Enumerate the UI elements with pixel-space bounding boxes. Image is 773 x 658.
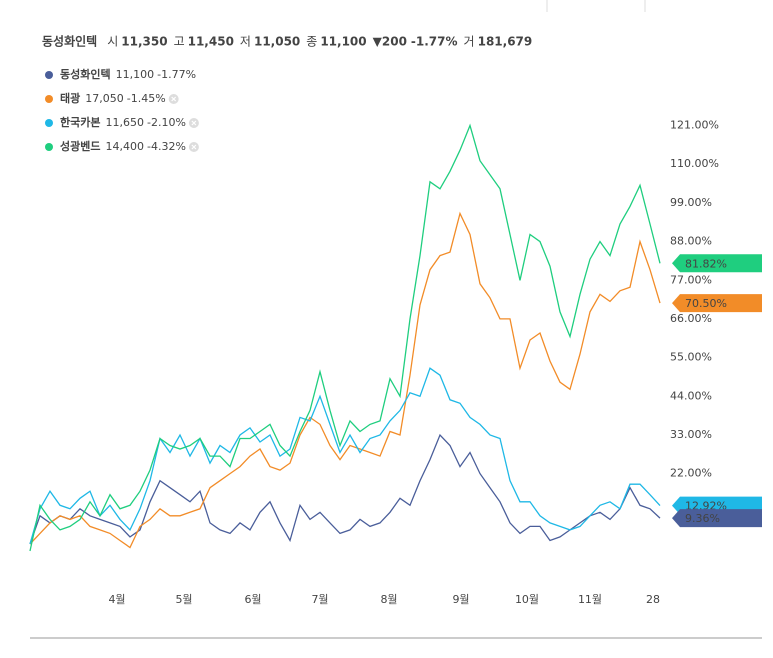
line: [29, 367, 661, 545]
legend-change: -1.77%: [157, 68, 196, 81]
field-value: 11,100: [320, 35, 366, 49]
y-tick-label: 77.00%: [670, 273, 712, 286]
legend-price: 11,100: [116, 68, 155, 81]
y-tick-label: 33.00%: [670, 428, 712, 441]
x-tick-label: 9월: [452, 593, 469, 606]
last-value-box: [672, 294, 762, 313]
y-tick-label: 121.00%: [670, 119, 719, 132]
field-value: 11,050: [254, 35, 300, 49]
legend-change: -4.32%: [147, 140, 186, 153]
x-tick-label: 5월: [175, 593, 192, 606]
legend: 동성화인텍 11,100 -1.77% 태광 17,050 -1.45% 한국카본 11,65…: [45, 67, 199, 153]
last-value-label: 70.50%: [685, 297, 727, 310]
legend-dot: [45, 71, 53, 79]
legend-name: 태광: [60, 91, 80, 105]
y-tick-label: 66.00%: [670, 312, 712, 325]
legend-name: 동성화인텍: [60, 67, 111, 81]
x-tick-label: 28: [646, 593, 660, 606]
field-label: 저: [240, 35, 251, 49]
legend-price: 11,650: [105, 116, 144, 129]
quote-header: 동성화인텍 시 11,350 고 11,450 저 11,050 종 11,100 ▼200 -1.…: [42, 34, 532, 49]
plot: 22.00% 33.00% 44.00% 55.00% 66.00% 77.00% 88.0…: [29, 119, 762, 606]
y-tick-label: 22.00%: [670, 467, 712, 480]
line: [29, 433, 661, 545]
x-tick-label: 7월: [311, 593, 328, 606]
legend-name: 한국카본: [60, 115, 100, 129]
y-tick-label: 99.00%: [670, 196, 712, 209]
legend-price: 14,400: [105, 140, 144, 153]
volume: 181,679: [478, 35, 533, 49]
legend-change: -1.45%: [127, 92, 166, 105]
legend-dot: [45, 95, 53, 103]
field-label: 거: [464, 35, 475, 49]
last-value-label: 9.36%: [685, 512, 720, 525]
legend-dot: [45, 143, 53, 151]
y-tick-label: 88.00%: [670, 235, 712, 248]
stock-name: 동성화인텍: [42, 34, 97, 49]
field-value: 11,350: [121, 35, 167, 49]
field-label: 시: [107, 35, 118, 49]
remove-icon: [171, 96, 177, 102]
remove-icon: [191, 120, 197, 126]
y-tick-label: 110.00%: [670, 157, 719, 170]
legend-change: -2.10%: [147, 116, 186, 129]
x-tick-label: 11월: [578, 593, 602, 606]
change-pct: -1.77%: [411, 35, 458, 49]
x-tick-label: 6월: [244, 593, 261, 606]
legend-name: 성광벤드: [60, 139, 100, 153]
change: ▼200: [373, 35, 407, 49]
line: [29, 211, 661, 549]
x-tick-label: 8월: [380, 593, 397, 606]
field-label: 종: [306, 35, 317, 49]
last-value-box: [672, 254, 762, 273]
line: [29, 123, 661, 552]
legend-dot: [45, 119, 53, 127]
remove-icon: [191, 144, 197, 150]
field-label: 고: [174, 35, 185, 49]
x-tick-label: 4월: [108, 593, 125, 606]
y-tick-label: 44.00%: [670, 389, 712, 402]
y-tick-label: 55.00%: [670, 351, 712, 364]
legend-price: 17,050: [85, 92, 124, 105]
x-tick-label: 10월: [515, 593, 539, 606]
field-value: 11,450: [188, 35, 234, 49]
last-value-box: [672, 509, 762, 528]
last-value-label: 81.82%: [685, 257, 727, 270]
